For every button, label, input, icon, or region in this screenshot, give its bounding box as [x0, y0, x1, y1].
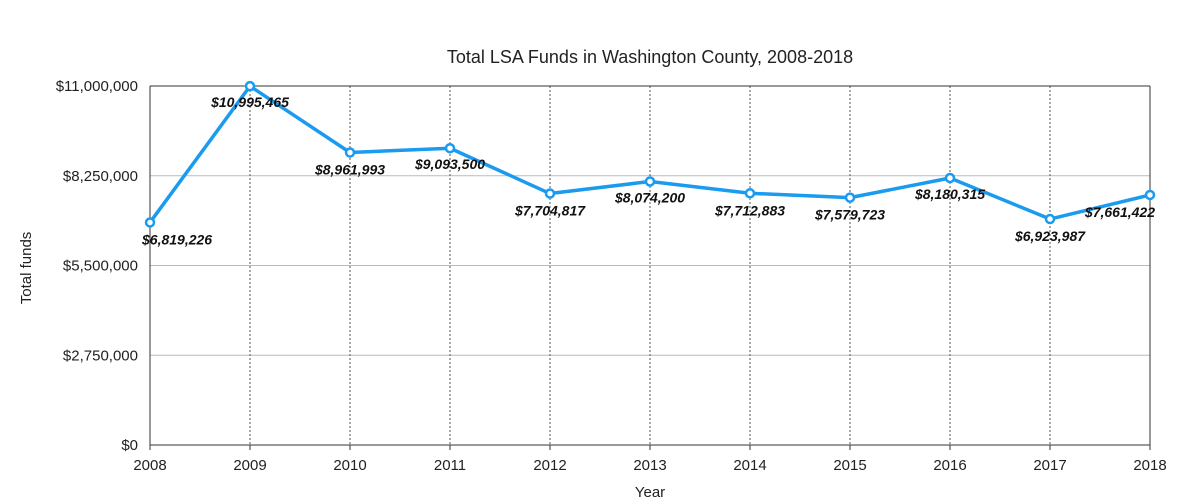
data-label: $8,074,200 [614, 189, 685, 205]
grid [150, 85, 1150, 445]
axes [149, 85, 1151, 450]
x-tick-label: 2013 [633, 457, 666, 474]
x-tick-label: 2018 [1133, 457, 1166, 474]
data-label: $8,961,993 [314, 162, 385, 178]
data-point [844, 192, 856, 203]
data-point [544, 188, 556, 199]
data-point [344, 147, 356, 158]
x-tick-label: 2014 [733, 457, 766, 474]
y-tick-label: $5,500,000 [63, 258, 138, 275]
data-label: $7,712,883 [714, 202, 785, 218]
y-tick-label: $2,750,000 [63, 347, 138, 364]
series [144, 80, 1156, 228]
data-label: $6,819,226 [141, 231, 212, 247]
data-point [1144, 189, 1156, 201]
x-tick-label: 2011 [434, 457, 466, 474]
x-axis-label: Year [635, 484, 665, 501]
x-tick-label: 2009 [233, 457, 266, 474]
x-tick-label: 2012 [533, 457, 566, 474]
data-labels: $6,819,226 $10,995,465 $8,961,993 $9,093,50… [141, 94, 1155, 247]
data-label: $7,661,422 [1084, 204, 1155, 220]
tick-labels: $0 $2,750,000 $5,500,000 $8,250,000 $11,000,… [56, 78, 1167, 474]
data-point [144, 217, 156, 228]
x-tick-label: 2010 [333, 457, 366, 474]
data-label: $7,579,723 [814, 207, 885, 223]
data-point [644, 176, 656, 187]
x-tick-label: 2016 [933, 457, 966, 474]
chart-title: Total LSA Funds in Washington County, 20… [447, 47, 853, 67]
data-point [444, 142, 456, 154]
data-label: $8,180,315 [914, 186, 985, 202]
y-tick-label: $0 [121, 437, 138, 454]
data-point [244, 80, 256, 92]
x-tick-label: 2008 [133, 457, 166, 474]
y-tick-label: $11,000,000 [56, 78, 138, 95]
y-axis-label: Total funds [18, 232, 35, 305]
x-tick-label: 2015 [833, 457, 866, 474]
data-point [1044, 213, 1056, 225]
x-tick-label: 2017 [1033, 457, 1066, 474]
data-label: $9,093,500 [414, 156, 485, 172]
data-label: $6,923,987 [1014, 228, 1086, 244]
data-label: $7,704,817 [514, 203, 586, 219]
y-tick-label: $8,250,000 [63, 168, 138, 185]
data-label: $10,995,465 [210, 94, 289, 110]
data-point [944, 172, 956, 184]
data-point [744, 188, 756, 199]
